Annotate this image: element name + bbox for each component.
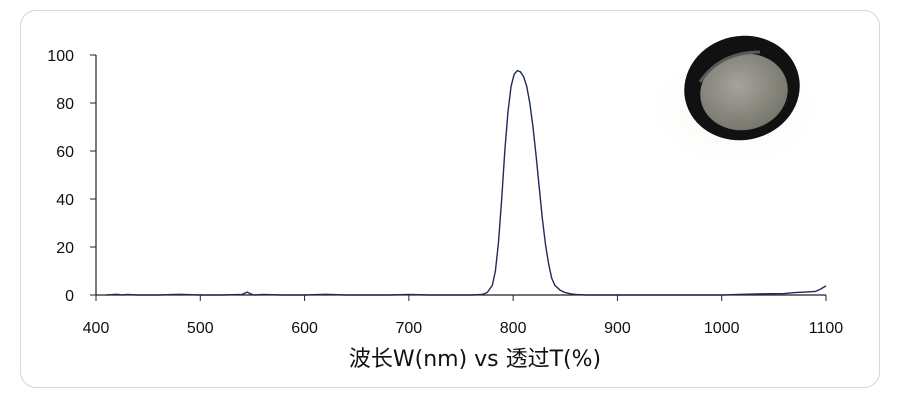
x-tick-label: 1000 [704,320,740,337]
x-tick-label: 500 [187,320,214,337]
y-tick-label: 20 [56,240,74,257]
x-tick-label: 800 [500,320,527,337]
x-tick-label: 900 [604,320,631,337]
filter-glass [700,53,788,131]
x-tick-label: 400 [83,320,110,337]
y-tick-label: 40 [56,192,74,209]
y-axis-ticks: 0 20 40 60 80 100 [47,48,96,305]
x-tick-label: 700 [396,320,423,337]
x-tick-label: 600 [291,320,318,337]
ring-highlight [698,50,761,83]
y-tick-label: 0 [65,288,74,305]
x-axis-label: 波长W(nm) vs 透过T(%) [349,347,601,372]
filter-photo [640,35,830,172]
y-tick-label: 80 [56,96,74,113]
x-axis-ticks: 400 500 600 700 800 900 1000 1100 [83,295,844,337]
y-tick-label: 60 [56,144,74,161]
x-tick-label: 1100 [809,320,844,337]
y-tick-label: 100 [47,48,74,65]
series-layer [106,69,827,296]
transmission-line [106,69,827,296]
